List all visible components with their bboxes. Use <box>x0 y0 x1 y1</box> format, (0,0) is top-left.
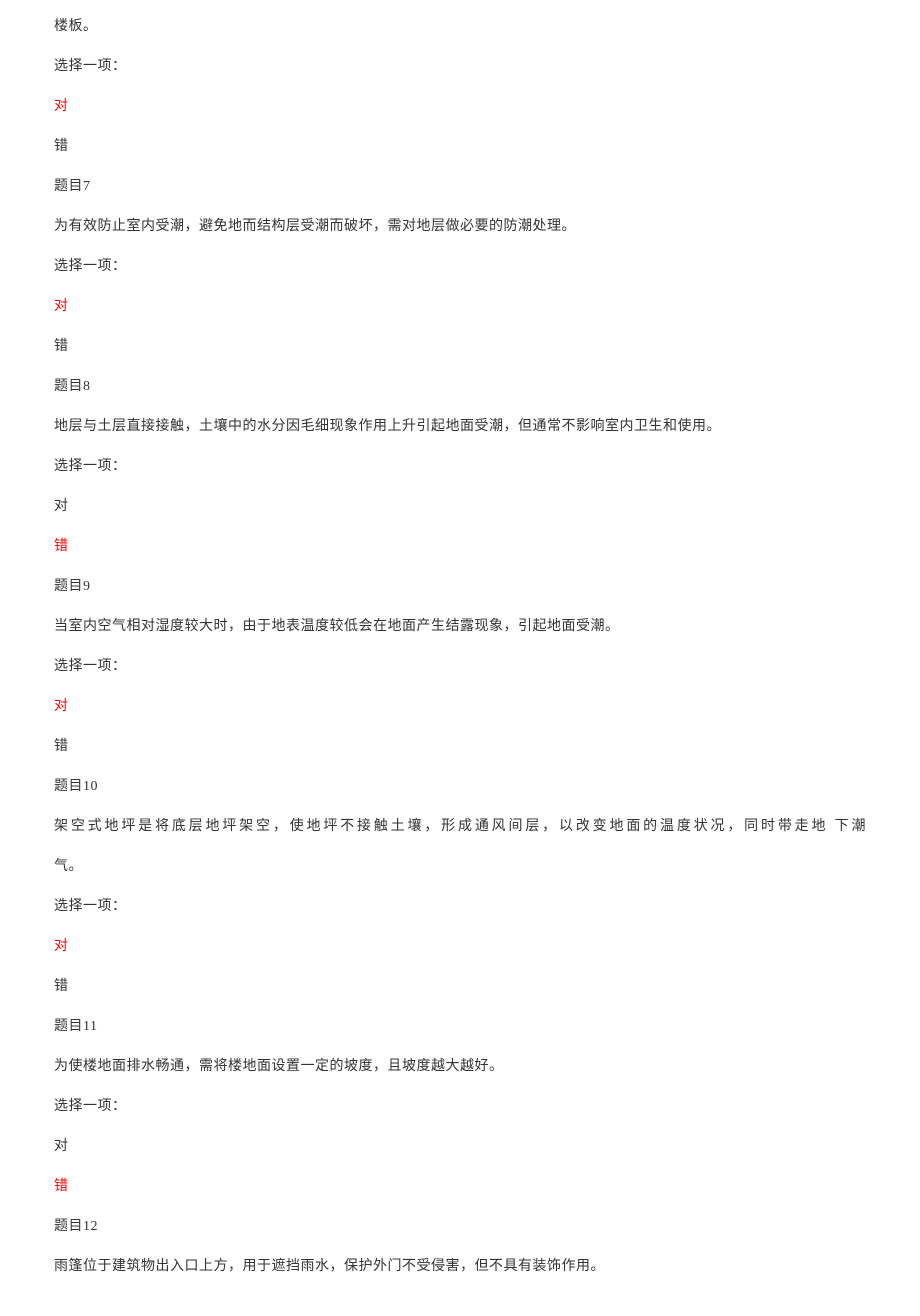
option-true-selected[interactable]: 对 <box>54 96 866 117</box>
option-false-selected[interactable]: 错 <box>54 1176 866 1197</box>
option-false[interactable]: 错 <box>54 976 866 997</box>
question-10-title: 题目10 <box>54 776 866 797</box>
question-9-title: 题目9 <box>54 576 866 597</box>
question-7-title: 题目7 <box>54 176 866 197</box>
question-8-title: 题目8 <box>54 376 866 397</box>
question-10-text-line1: 架空式地坪是将底层地坪架空，使地坪不接触土壤，形成通风间层，以改变地面的温度状况… <box>54 816 866 837</box>
option-true-selected[interactable]: 对 <box>54 296 866 317</box>
option-true[interactable]: 对 <box>54 1136 866 1157</box>
select-prompt: 选择一项： <box>54 1096 866 1117</box>
question-12-title: 题目12 <box>54 1216 866 1237</box>
intro-fragment: 楼板。 <box>54 16 866 37</box>
option-false[interactable]: 错 <box>54 136 866 157</box>
option-false[interactable]: 错 <box>54 736 866 757</box>
question-12-text: 雨篷位于建筑物出入口上方，用于遮挡雨水，保护外门不受侵害，但不具有装饰作用。 <box>54 1256 866 1277</box>
option-true[interactable]: 对 <box>54 496 866 517</box>
question-11-text: 为使楼地面排水畅通，需将楼地面设置一定的坡度，且坡度越大越好。 <box>54 1056 866 1077</box>
select-prompt: 选择一项： <box>54 896 866 917</box>
question-9-text: 当室内空气相对湿度较大时，由于地表温度较低会在地面产生结露现象，引起地面受潮。 <box>54 616 866 637</box>
question-11-title: 题目11 <box>54 1016 866 1037</box>
option-false[interactable]: 错 <box>54 336 866 357</box>
question-7-text: 为有效防止室内受潮，避免地而结构层受潮而破坏，需对地层做必要的防潮处理。 <box>54 216 866 237</box>
select-prompt: 选择一项： <box>54 456 866 477</box>
question-10-text-line2: 气。 <box>54 856 866 877</box>
select-prompt: 选择一项： <box>54 256 866 277</box>
option-true-selected[interactable]: 对 <box>54 696 866 717</box>
option-true-selected[interactable]: 对 <box>54 936 866 957</box>
question-8-text: 地层与土层直接接触，土壤中的水分因毛细现象作用上升引起地面受潮，但通常不影响室内… <box>54 416 866 437</box>
select-prompt: 选择一项： <box>54 656 866 677</box>
select-prompt: 选择一项： <box>54 56 866 77</box>
option-false-selected[interactable]: 错 <box>54 536 866 557</box>
document-body: 楼板。 选择一项： 对 错 题目7 为有效防止室内受潮，避免地而结构层受潮而破坏… <box>0 0 920 1316</box>
